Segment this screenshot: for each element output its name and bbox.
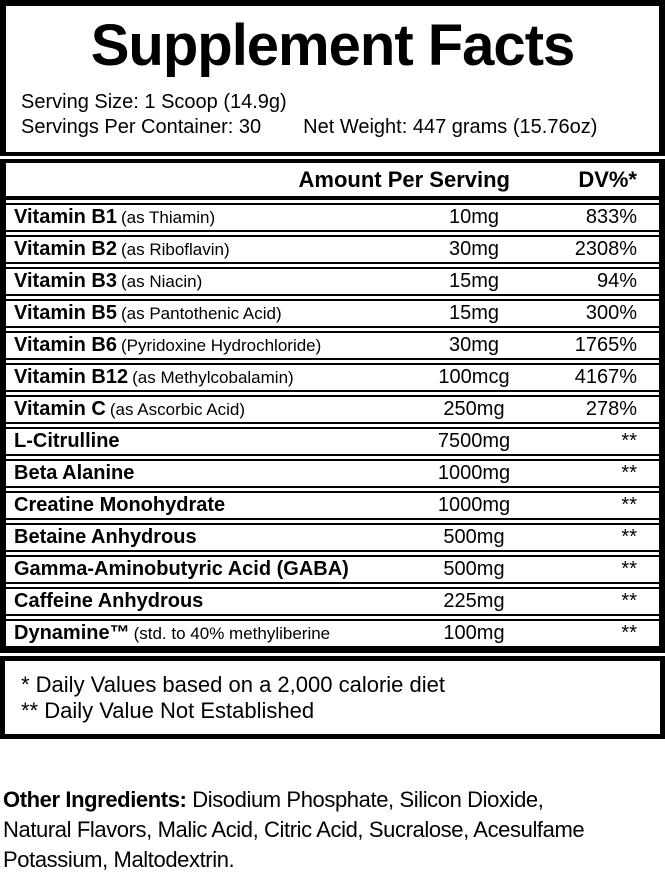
ingredient-name: Vitamin B12 (as Methylcobalamin) — [6, 366, 414, 389]
ingredient-dv: 1765% — [574, 334, 637, 356]
ingredient-name: Gamma-Aminobutyric Acid (GABA) — [6, 558, 414, 581]
ingredient-dv: ** — [621, 526, 637, 548]
supplement-facts-header-box: Supplement Facts Serving Size: 1 Scoop (… — [0, 0, 665, 156]
row-vitamin-b1: Vitamin B1 (as Thiamin) 10mg 833% — [6, 203, 659, 232]
ingredient-dv: 300% — [585, 302, 637, 324]
ingredient-title: Vitamin B12 — [14, 366, 129, 388]
ingredient-name: Vitamin B3 (as Niacin) — [6, 270, 414, 293]
row-vitamin-c: Vitamin C (as Ascorbic Acid) 250mg 278% — [6, 395, 659, 424]
ingredient-title: Gamma-Aminobutyric Acid (GABA) — [14, 558, 349, 580]
ingredient-title: Vitamin B3 — [14, 270, 117, 292]
ingredient-dv: ** — [621, 494, 637, 516]
ingredient-detail: (as Ascorbic Acid) — [109, 400, 245, 419]
footnotes-box: * Daily Values based on a 2,000 calorie … — [0, 656, 665, 739]
ingredient-title: Vitamin C — [14, 398, 106, 420]
amount-per-serving-header: Amount Per Serving — [298, 166, 510, 192]
ingredient-detail: (as Niacin) — [121, 272, 203, 291]
ingredient-amount: 100mcg — [438, 366, 510, 388]
dv-header: DV%* — [578, 166, 637, 192]
ingredient-title: Caffeine Anhydrous — [14, 590, 204, 612]
ingredient-dv: ** — [621, 590, 637, 612]
ingredient-dv: 4167% — [574, 366, 637, 388]
ingredient-amount: 225mg — [443, 590, 505, 612]
ingredient-title: Betaine Anhydrous — [14, 526, 197, 548]
servings-per-container: Servings Per Container: 30 — [21, 116, 262, 139]
ingredient-name: Beta Alanine — [6, 462, 414, 485]
serving-info-line2: Servings Per Container: 30 Net Weight: 44… — [21, 115, 659, 140]
ingredient-dv: 2308% — [574, 238, 637, 260]
serving-size: Serving Size: 1 Scoop (14.9g) — [21, 91, 287, 114]
other-ingredients-line3: Potassium, Maltodextrin. — [3, 847, 235, 872]
row-vitamin-b2: Vitamin B2 (as Riboflavin) 30mg 2308% — [6, 235, 659, 264]
ingredient-detail: (Pyridoxine Hydrochloride) — [121, 336, 322, 355]
row-creatine-monohydrate: Creatine Monohydrate 1000mg ** — [6, 491, 659, 520]
ingredient-amount: 100mg — [443, 622, 505, 644]
ingredient-name: Vitamin B2 (as Riboflavin) — [6, 238, 414, 261]
row-gaba: Gamma-Aminobutyric Acid (GABA) 500mg ** — [6, 555, 659, 584]
row-l-citrulline: L-Citrulline 7500mg ** — [6, 427, 659, 456]
ingredient-dv: 833% — [585, 206, 637, 228]
row-vitamin-b6: Vitamin B6 (Pyridoxine Hydrochloride) 30m… — [6, 331, 659, 360]
other-ingredients-line1: Other Ingredients: Disodium Phosphate, S… — [3, 785, 665, 815]
ingredient-name: Creatine Monohydrate — [6, 494, 414, 517]
row-betaine-anhydrous: Betaine Anhydrous 500mg ** — [6, 523, 659, 552]
ingredient-title: Beta Alanine — [14, 462, 135, 484]
facts-table: Amount Per Serving DV%* Vitamin B1 (as Th… — [0, 159, 665, 653]
ingredient-dv: ** — [621, 622, 637, 644]
other-ingredients-line2: Natural Flavors, Malic Acid, Citric Acid… — [3, 817, 585, 842]
ingredient-name: Betaine Anhydrous — [6, 526, 414, 549]
footnote-not-established: ** Daily Value Not Established — [21, 698, 315, 723]
ingredient-detail: (as Methylcobalamin) — [132, 368, 294, 387]
ingredient-name: Vitamin B1 (as Thiamin) — [6, 206, 414, 229]
ingredient-amount: 500mg — [443, 558, 505, 580]
ingredient-title: L-Citrulline — [14, 430, 120, 452]
other-ingredients: Other Ingredients: Disodium Phosphate, S… — [0, 785, 665, 875]
ingredient-detail: (as Riboflavin) — [121, 240, 230, 259]
ingredient-name: L-Citrulline — [6, 430, 414, 453]
ingredient-title: Vitamin B1 — [14, 206, 117, 228]
ingredient-name: Vitamin B6 (Pyridoxine Hydrochloride) — [6, 334, 414, 357]
ingredient-title: Vitamin B5 — [14, 302, 117, 324]
ingredient-amount: 10mg — [448, 206, 500, 228]
ingredient-amount: 15mg — [448, 302, 500, 324]
ingredient-detail: (as Pantothenic Acid) — [121, 304, 282, 323]
ingredient-dv: 94% — [596, 270, 637, 292]
ingredient-amount: 1000mg — [437, 462, 511, 484]
row-vitamin-b3: Vitamin B3 (as Niacin) 15mg 94% — [6, 267, 659, 296]
ingredient-amount: 1000mg — [437, 494, 511, 516]
ingredient-amount: 30mg — [448, 334, 500, 356]
ingredient-amount: 7500mg — [437, 430, 511, 452]
ingredient-detail: (as Thiamin) — [121, 208, 216, 227]
ingredient-name: Vitamin C (as Ascorbic Acid) — [6, 398, 414, 421]
other-ingredients-line1-rest: Disodium Phosphate, Silicon Dioxide, — [192, 787, 544, 812]
ingredient-title: Vitamin B6 — [14, 334, 117, 356]
ingredient-dv: ** — [621, 462, 637, 484]
ingredient-title: Vitamin B2 — [14, 238, 117, 260]
ingredient-detail: (std. to 40% methyliberine — [133, 624, 331, 643]
serving-info: Serving Size: 1 Scoop (14.9g) Servings P… — [6, 90, 659, 140]
ingredient-name: Dynamine™ (std. to 40% methyliberine — [6, 622, 414, 645]
ingredient-dv: ** — [621, 430, 637, 452]
row-beta-alanine: Beta Alanine 1000mg ** — [6, 459, 659, 488]
table-header-row: Amount Per Serving DV%* — [6, 163, 659, 200]
supplement-facts-title: Supplement Facts — [90, 13, 576, 78]
ingredient-name: Caffeine Anhydrous — [6, 590, 414, 613]
ingredient-title: Dynamine™ — [14, 622, 130, 644]
ingredient-title: Creatine Monohydrate — [14, 494, 226, 516]
row-vitamin-b5: Vitamin B5 (as Pantothenic Acid) 15mg 300… — [6, 299, 659, 328]
row-caffeine-anhydrous: Caffeine Anhydrous 225mg ** — [6, 587, 659, 616]
row-dynamine: Dynamine™ (std. to 40% methyliberine 100m… — [6, 619, 659, 648]
ingredient-amount: 30mg — [448, 238, 500, 260]
ingredient-amount: 15mg — [448, 270, 500, 292]
ingredient-dv: 278% — [585, 398, 637, 420]
row-vitamin-b12: Vitamin B12 (as Methylcobalamin) 100mcg 4… — [6, 363, 659, 392]
footnote-daily-values: * Daily Values based on a 2,000 calorie … — [21, 672, 445, 697]
ingredient-name: Vitamin B5 (as Pantothenic Acid) — [6, 302, 414, 325]
ingredient-amount: 500mg — [443, 526, 505, 548]
ingredient-dv: ** — [621, 558, 637, 580]
net-weight: Net Weight: 447 grams (15.76oz) — [303, 116, 598, 139]
other-ingredients-label: Other Ingredients: — [3, 787, 187, 812]
ingredient-amount: 250mg — [443, 398, 505, 420]
